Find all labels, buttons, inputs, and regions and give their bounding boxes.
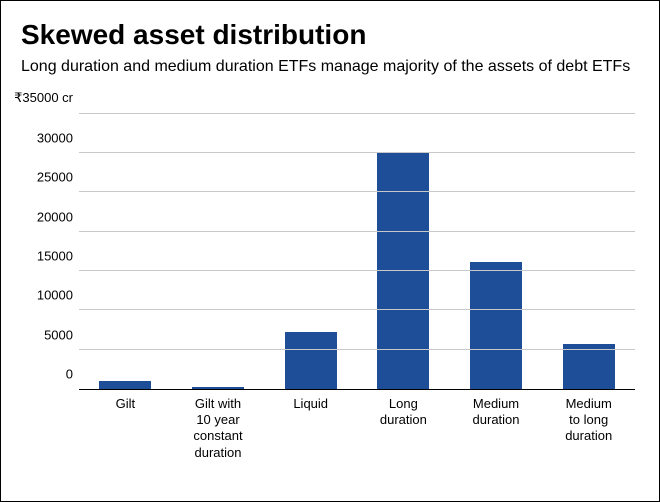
chart-area: 050001000015000200002500030000₹35000 cr …	[21, 106, 639, 456]
y-tick-label: 5000	[44, 327, 79, 342]
x-tick-label: Longduration	[357, 396, 450, 461]
y-tick-label: 10000	[37, 288, 79, 303]
x-axis-labels: GiltGilt with10 yearconstantdurationLiqu…	[79, 396, 635, 461]
gridline	[79, 152, 635, 153]
x-tick-label: Gilt	[79, 396, 172, 461]
chart-title: Skewed asset distribution	[21, 19, 639, 51]
gridline	[79, 349, 635, 350]
y-tick-label: 30000	[37, 131, 79, 146]
x-tick-label: Mediumduration	[450, 396, 543, 461]
bar	[563, 344, 615, 389]
gridline	[79, 113, 635, 114]
bar	[192, 387, 244, 388]
chart-card: Skewed asset distribution Long duration …	[0, 0, 660, 502]
gridline	[79, 270, 635, 271]
gridline	[79, 231, 635, 232]
x-tick-label: Mediumto longduration	[542, 396, 635, 461]
gridline	[79, 191, 635, 192]
bar	[285, 332, 337, 389]
y-tick-label: 15000	[37, 248, 79, 263]
y-tick-label: 0	[66, 366, 79, 381]
gridline	[79, 309, 635, 310]
y-tick-label: ₹35000 cr	[14, 90, 79, 106]
x-tick-label: Gilt with10 yearconstantduration	[172, 396, 265, 461]
y-tick-label: 20000	[37, 209, 79, 224]
chart-subtitle: Long duration and medium duration ETFs m…	[21, 57, 639, 78]
plot-region: 050001000015000200002500030000₹35000 cr	[79, 114, 635, 390]
x-tick-label: Liquid	[264, 396, 357, 461]
bar	[99, 381, 151, 388]
bar	[470, 262, 522, 389]
y-tick-label: 25000	[37, 170, 79, 185]
